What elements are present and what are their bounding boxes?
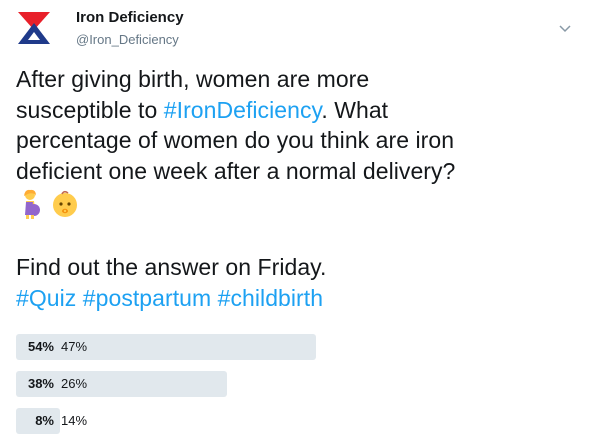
emoji-row: [16, 186, 586, 222]
poll-option[interactable]: 54% 47%: [16, 334, 576, 360]
poll-result-bar: [16, 334, 316, 360]
tweet-text-segment: . What: [321, 96, 389, 123]
poll-percent: 38%: [27, 376, 54, 391]
baby-emoji-icon: [53, 190, 77, 217]
pregnant-woman-emoji-icon: [24, 189, 40, 219]
hashtag-line: #Quiz #postpartum #childbirth: [16, 283, 586, 314]
hashtag-irondeficiency-link[interactable]: #IronDeficiency: [163, 96, 322, 123]
account-handle[interactable]: @Iron_Deficiency: [76, 32, 179, 47]
poll-result-bar: [16, 408, 60, 434]
poll-percent: 8%: [35, 413, 54, 428]
poll-option-label: 47%: [61, 339, 88, 354]
poll-option-label: 14%: [61, 413, 88, 428]
poll-option[interactable]: 38% 26%: [16, 371, 576, 397]
tweet-line: susceptible to #IronDeficiency. What: [16, 95, 586, 126]
account-name[interactable]: Iron Deficiency: [76, 9, 184, 26]
poll-option[interactable]: 8% 14%: [16, 408, 576, 434]
tweet-line: Find out the answer on Friday.: [16, 254, 327, 280]
tweet-line: After giving birth, women are more: [16, 66, 370, 92]
hashtag-quiz-link[interactable]: #Quiz: [16, 284, 77, 311]
poll-percent: 54%: [27, 339, 54, 354]
chevron-down-icon[interactable]: [558, 24, 572, 34]
poll-option-label: 26%: [61, 376, 88, 391]
spacer: [16, 222, 586, 252]
poll-result-bar: [16, 371, 227, 397]
hashtag-childbirth-link[interactable]: #childbirth: [217, 284, 324, 311]
tweet-text-segment: susceptible to: [16, 96, 164, 123]
tweet-line: percentage of women do you think are iro…: [16, 127, 455, 153]
iron-deficiency-logo-icon[interactable]: [16, 10, 52, 46]
poll: 54% 47% 38% 26% 8% 14%: [16, 334, 576, 445]
tweet-line: deficient one week after a normal delive…: [16, 157, 456, 184]
hashtag-postpartum-link[interactable]: #postpartum: [82, 284, 212, 311]
tweet-text: After giving birth, women are more susce…: [16, 64, 586, 313]
